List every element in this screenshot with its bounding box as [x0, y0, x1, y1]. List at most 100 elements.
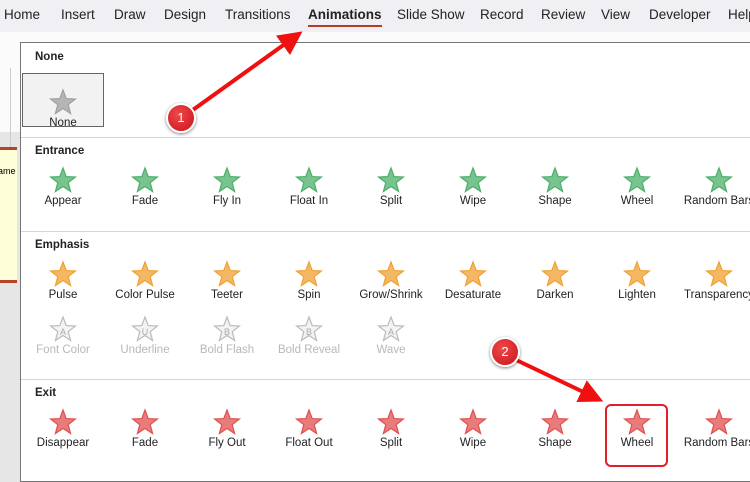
animation-none[interactable]: None [22, 87, 104, 143]
animation-label: Random Bars [683, 437, 750, 449]
animation-gallery: None None Entrance Appear Fade Fly In Float In… [20, 42, 750, 482]
animation-label: Grow/Shrink [359, 289, 423, 301]
animation-label: Darken [536, 289, 574, 301]
animation-label: Random Bars [683, 195, 750, 207]
svg-text:U: U [142, 327, 149, 337]
animation-label: Color Pulse [115, 289, 175, 301]
tab-insert[interactable]: Insert [61, 7, 95, 22]
animation-label: Bold Flash [199, 344, 255, 356]
animation-label: Transparency [684, 289, 750, 301]
animation-grow-shrink[interactable]: Grow/Shrink [350, 259, 432, 315]
ribbon-tabs: Home Insert Draw Design Transitions Animation… [0, 0, 750, 32]
animation-split[interactable]: Split [350, 407, 432, 463]
section-divider [21, 379, 750, 380]
animation-label: None [49, 117, 77, 129]
slide-thumbnail[interactable]: ame [0, 147, 17, 283]
animation-label: Spin [297, 289, 321, 301]
tab-review[interactable]: Review [541, 7, 586, 22]
tab-record[interactable]: Record [480, 7, 524, 22]
animation-float-in[interactable]: Float In [268, 165, 350, 221]
tab-animations[interactable]: Animations [308, 7, 382, 27]
svg-text:A: A [60, 327, 66, 337]
animation-shape[interactable]: Shape [514, 407, 596, 463]
animation-bold-reveal: B Bold Reveal [268, 314, 350, 370]
section-header-entrance: Entrance [35, 145, 85, 157]
section-header-emphasis: Emphasis [35, 239, 90, 251]
section-divider [21, 137, 750, 138]
animation-label: Lighten [618, 289, 656, 301]
animation-label: Float Out [285, 437, 333, 449]
animation-label: Teeter [211, 289, 243, 301]
animation-label: Split [379, 437, 403, 449]
animation-label: Disappear [36, 437, 90, 449]
tab-developer[interactable]: Developer [649, 7, 711, 22]
animation-label: Fade [131, 195, 159, 207]
tab-view[interactable]: View [601, 7, 631, 22]
slide-text: ame [0, 166, 16, 176]
tab-transitions[interactable]: Transitions [225, 7, 291, 22]
callout-badge-2: 2 [490, 337, 520, 367]
tab-help[interactable]: Help [728, 7, 750, 22]
section-header-exit: Exit [35, 387, 57, 399]
animation-lighten[interactable]: Lighten [596, 259, 678, 315]
tab-slide-show[interactable]: Slide Show [397, 7, 465, 22]
animation-label: Font Color [36, 344, 90, 356]
animation-label: Fly Out [208, 437, 246, 449]
animation-spin[interactable]: Spin [268, 259, 350, 315]
animation-fade[interactable]: Fade [104, 407, 186, 463]
animation-color-pulse[interactable]: Color Pulse [104, 259, 186, 315]
animation-shape[interactable]: Shape [514, 165, 596, 221]
animation-label: Wave [376, 344, 406, 356]
animation-transparency[interactable]: Transparency [678, 259, 750, 315]
animation-wipe[interactable]: Wipe [432, 165, 514, 221]
annotation-arrows [188, 31, 604, 402]
animation-wheel[interactable]: Wheel [596, 407, 678, 463]
ribbon-divider [10, 68, 11, 153]
animation-random-bars[interactable]: Random Bars [678, 165, 750, 221]
animation-underline: U Underline [104, 314, 186, 370]
animation-label: Wipe [459, 437, 487, 449]
animation-label: Pulse [48, 289, 78, 301]
animation-bold-flash: B Bold Flash [186, 314, 268, 370]
animation-label: Shape [538, 195, 572, 207]
animation-wave: A Wave [350, 314, 432, 370]
animation-float-out[interactable]: Float Out [268, 407, 350, 463]
arrow-1 [188, 31, 303, 114]
animation-pulse[interactable]: Pulse [22, 259, 104, 315]
tab-draw[interactable]: Draw [114, 7, 146, 22]
svg-text:A: A [388, 327, 394, 337]
tab-design[interactable]: Design [164, 7, 207, 22]
arrow-2 [511, 356, 604, 402]
animation-split[interactable]: Split [350, 165, 432, 221]
animation-label: Wipe [459, 195, 487, 207]
animation-disappear[interactable]: Disappear [22, 407, 104, 463]
svg-text:B: B [224, 327, 230, 337]
animation-label: Bold Reveal [277, 344, 340, 356]
animation-fade[interactable]: Fade [104, 165, 186, 221]
animation-teeter[interactable]: Teeter [186, 259, 268, 315]
animation-wheel[interactable]: Wheel [596, 165, 678, 221]
svg-text:B: B [306, 327, 312, 337]
section-divider [21, 231, 750, 232]
tab-home[interactable]: Home [4, 7, 41, 22]
animation-label: Wheel [620, 195, 654, 207]
animation-random-bars[interactable]: Random Bars [678, 407, 750, 463]
animation-font-color: A Font Color [22, 314, 104, 370]
animation-desaturate[interactable]: Desaturate [432, 259, 514, 315]
animation-label: Fly In [212, 195, 242, 207]
animation-label: Float In [289, 195, 329, 207]
animation-fly-out[interactable]: Fly Out [186, 407, 268, 463]
animation-label: Appear [44, 195, 82, 207]
animation-wipe[interactable]: Wipe [432, 407, 514, 463]
animation-label: Wheel [620, 437, 654, 449]
animation-fly-in[interactable]: Fly In [186, 165, 268, 221]
animation-darken[interactable]: Darken [514, 259, 596, 315]
callout-badge-1: 1 [166, 103, 196, 133]
animation-label: Shape [538, 437, 572, 449]
animation-label: Fade [131, 437, 159, 449]
animation-label: Split [379, 195, 403, 207]
section-header-none: None [35, 51, 64, 63]
highlight-box [605, 404, 668, 467]
animation-label: Underline [120, 344, 170, 356]
animation-appear[interactable]: Appear [22, 165, 104, 221]
